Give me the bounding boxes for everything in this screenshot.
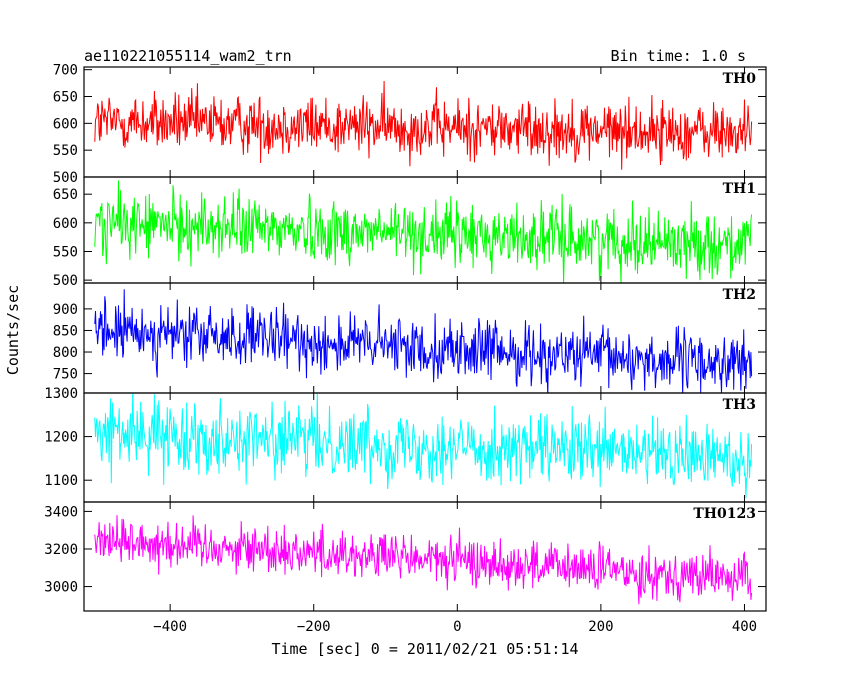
y-tick-label: 500: [53, 170, 78, 186]
panel-th1: 500 550 600 650 TH1: [53, 176, 767, 289]
y-tick-label: 650: [53, 90, 78, 106]
chart-title: ae110221055114_wam2_trn: [84, 47, 292, 65]
y-tick-label: 650: [53, 187, 78, 203]
x-tick-label: −400: [153, 619, 187, 635]
panel-th2: 750 800 850 900 TH2: [53, 282, 767, 394]
y-tick-label: 1200: [44, 430, 78, 446]
x-tick-label: 400: [732, 619, 757, 635]
series-line-th1: [94, 180, 753, 283]
panel-label: TH0: [723, 71, 757, 87]
y-tick-label: 900: [53, 302, 78, 318]
y-axis-label: Counts/sec: [4, 285, 22, 375]
y-tick-label: 3000: [44, 580, 78, 596]
y-tick-label: 750: [53, 367, 78, 383]
panel-label: TH1: [723, 181, 756, 197]
series-line-th2: [94, 289, 753, 393]
y-tick-label: 800: [53, 345, 78, 361]
series-line-th0123: [94, 515, 753, 605]
y-tick-label: 3200: [44, 542, 78, 558]
panels-group: 500 550 600 650 700 TH0 500 550 600 650 TH1 750 800 8…: [44, 63, 767, 635]
bin-time-label: Bin time: 1.0 s: [611, 47, 746, 65]
panel-th3: 1100 1200 1300 TH3: [44, 386, 767, 503]
y-tick-label: 700: [53, 63, 78, 79]
y-tick-label: 1100: [44, 473, 78, 489]
panel-label: TH2: [723, 287, 756, 303]
panel-label: TH3: [723, 397, 756, 413]
panel-label: TH0123: [693, 506, 756, 522]
y-tick-label: 550: [53, 244, 78, 260]
panel-th0: 500 550 600 650 700 TH0: [53, 63, 767, 186]
x-tick-label: 200: [588, 619, 613, 635]
y-tick-label: 850: [53, 323, 78, 339]
x-axis-label: Time [sec] 0 = 2011/02/21 05:51:14: [271, 640, 578, 658]
series-line-th0: [94, 80, 753, 170]
y-tick-label: 550: [53, 143, 78, 159]
y-tick-label: 500: [53, 273, 78, 289]
panel-th0123: 3000 3200 3400 TH0123: [44, 501, 767, 612]
y-tick-label: 1300: [44, 386, 78, 402]
x-tick-label: 0: [453, 619, 461, 635]
y-tick-label: 600: [53, 216, 78, 232]
y-tick-label: 600: [53, 116, 78, 132]
x-tick-label: −200: [297, 619, 331, 635]
panel-frame: [83, 501, 767, 612]
series-line-th3: [94, 393, 753, 499]
y-tick-label: 3400: [44, 504, 78, 520]
